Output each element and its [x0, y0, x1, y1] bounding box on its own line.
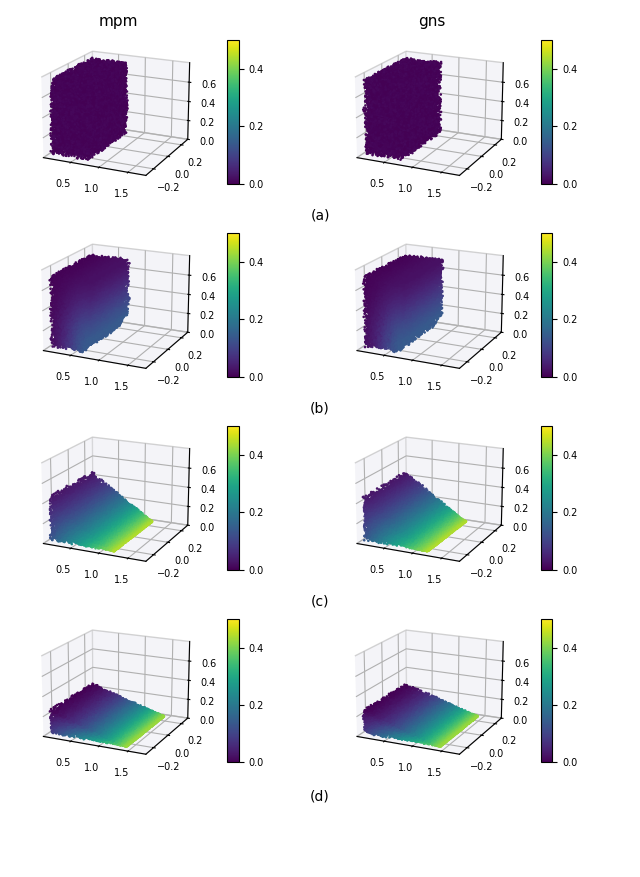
Text: mpm: mpm — [99, 14, 138, 29]
Text: (b): (b) — [310, 402, 330, 416]
Text: (c): (c) — [311, 595, 329, 609]
Text: gns: gns — [419, 14, 445, 29]
Text: (a): (a) — [310, 209, 330, 223]
Text: (d): (d) — [310, 789, 330, 803]
